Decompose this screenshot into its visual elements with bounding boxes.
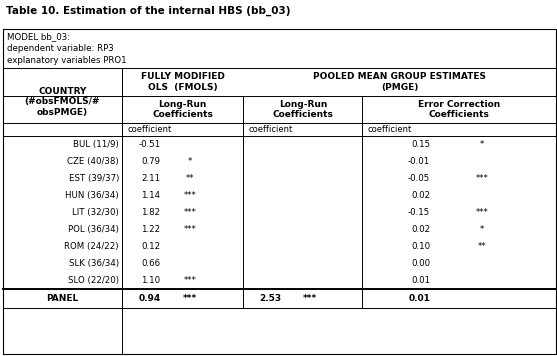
Text: -0.05: -0.05 — [408, 174, 430, 183]
Text: Long-Run
Coefficients: Long-Run Coefficients — [272, 100, 333, 119]
Text: MODEL bb_03:: MODEL bb_03: — [7, 32, 70, 41]
Text: coefficient: coefficient — [127, 125, 172, 134]
Text: 0.12: 0.12 — [141, 242, 160, 251]
Text: ***: *** — [183, 208, 196, 217]
Text: ***: *** — [476, 174, 488, 183]
Text: *: * — [188, 157, 192, 166]
Text: ***: *** — [183, 191, 196, 200]
Text: ***: *** — [303, 294, 317, 303]
Text: 0.02: 0.02 — [411, 225, 430, 234]
Text: -0.15: -0.15 — [408, 208, 430, 217]
Text: -0.51: -0.51 — [138, 140, 160, 150]
Text: 0.10: 0.10 — [411, 242, 430, 251]
Text: POL (36/34): POL (36/34) — [68, 225, 119, 234]
Text: Error Correction
Coefficients: Error Correction Coefficients — [418, 100, 500, 119]
Text: FULLY MODIFIED
OLS  (FMOLS): FULLY MODIFIED OLS (FMOLS) — [140, 72, 224, 91]
Text: ***: *** — [476, 208, 488, 217]
Text: 0.01: 0.01 — [408, 294, 430, 303]
Text: 0.15: 0.15 — [411, 140, 430, 150]
Text: -0.01: -0.01 — [408, 157, 430, 166]
Text: 1.82: 1.82 — [141, 208, 160, 217]
Text: 1.10: 1.10 — [141, 276, 160, 284]
Text: ***: *** — [183, 276, 196, 284]
Text: *: * — [480, 225, 485, 234]
Text: POOLED MEAN GROUP ESTIMATES
(PMGE): POOLED MEAN GROUP ESTIMATES (PMGE) — [313, 72, 486, 91]
Text: 0.02: 0.02 — [411, 191, 430, 200]
Text: **: ** — [478, 242, 487, 251]
Text: 0.79: 0.79 — [141, 157, 160, 166]
Text: 0.66: 0.66 — [141, 259, 160, 268]
Text: BUL (11/9): BUL (11/9) — [73, 140, 119, 150]
Text: dependent variable: RP3: dependent variable: RP3 — [7, 44, 114, 53]
Text: 2.53: 2.53 — [260, 294, 281, 303]
Text: 2.11: 2.11 — [141, 174, 160, 183]
Text: *: * — [480, 140, 485, 150]
Text: 0.01: 0.01 — [411, 276, 430, 284]
Text: SLO (22/20): SLO (22/20) — [68, 276, 119, 284]
Text: Long-Run
Coefficients: Long-Run Coefficients — [152, 100, 213, 119]
Text: **: ** — [185, 174, 194, 183]
Text: ROM (24/22): ROM (24/22) — [65, 242, 119, 251]
Text: EST (39/37): EST (39/37) — [69, 174, 119, 183]
Text: SLK (36/34): SLK (36/34) — [69, 259, 119, 268]
Text: coefficient: coefficient — [368, 125, 412, 134]
Text: Table 10. Estimation of the internal HBS (bb_03): Table 10. Estimation of the internal HBS… — [6, 5, 290, 16]
Text: 0.00: 0.00 — [411, 259, 430, 268]
Text: ***: *** — [183, 225, 196, 234]
Text: LIT (32/30): LIT (32/30) — [72, 208, 119, 217]
Text: ***: *** — [183, 294, 197, 303]
Text: COUNTRY
(#obsFMOLS/#
obsPMGE): COUNTRY (#obsFMOLS/# obsPMGE) — [25, 87, 100, 117]
Text: 1.14: 1.14 — [141, 191, 160, 200]
Text: HUN (36/34): HUN (36/34) — [65, 191, 119, 200]
Text: CZE (40/38): CZE (40/38) — [67, 157, 119, 166]
Text: coefficient: coefficient — [249, 125, 293, 134]
Text: PANEL: PANEL — [46, 294, 79, 303]
Text: 1.22: 1.22 — [141, 225, 160, 234]
Text: 0.94: 0.94 — [138, 294, 160, 303]
Text: explanatory variables PRO1: explanatory variables PRO1 — [7, 56, 127, 65]
